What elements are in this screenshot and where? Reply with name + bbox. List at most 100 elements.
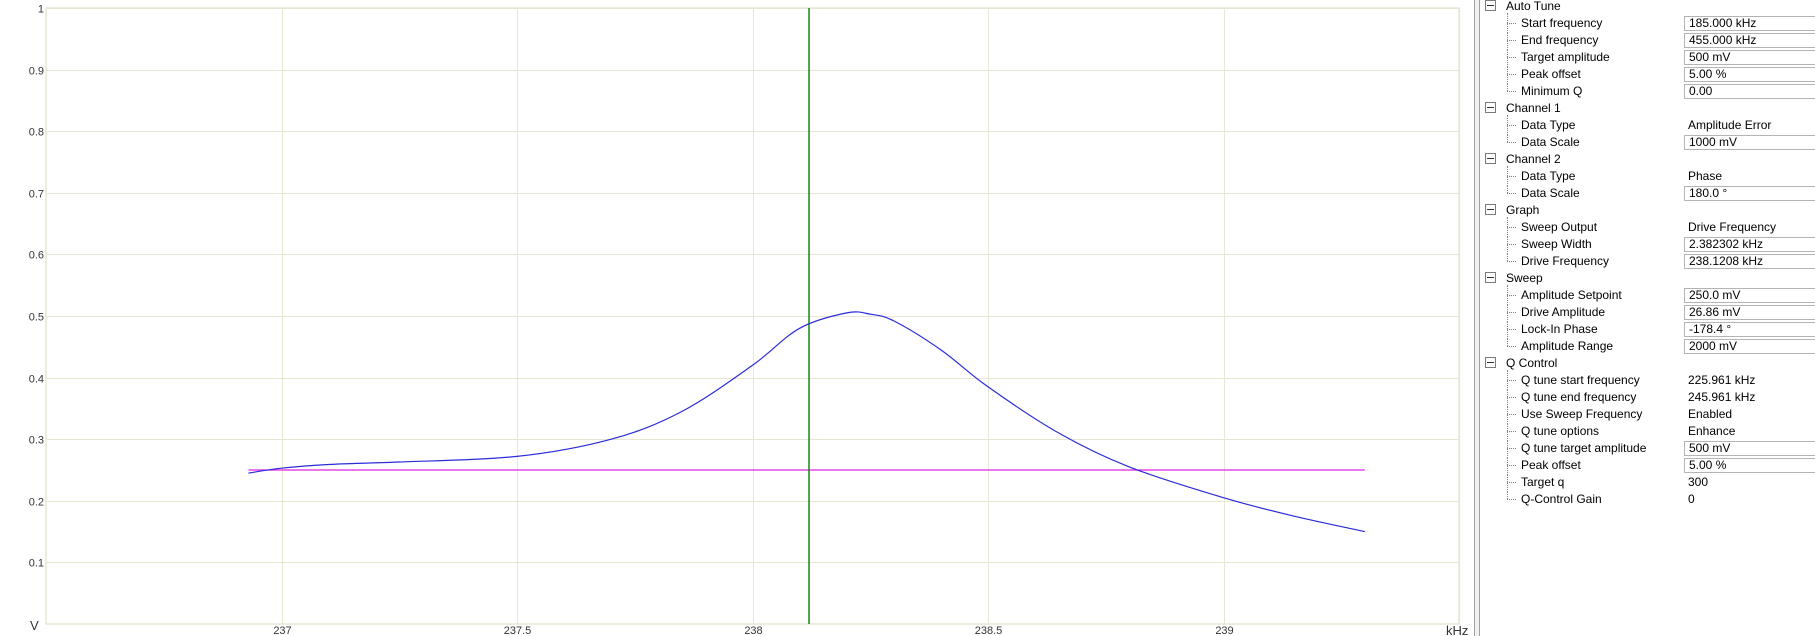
property-value-field[interactable]: 238.1208 kHz: [1684, 254, 1815, 269]
property-grid[interactable]: Auto Tune Start frequency 185.000 kHz End f…: [1481, 0, 1815, 636]
property-row[interactable]: Q-Control Gain 0: [1481, 492, 1815, 509]
property-value[interactable]: Enhance: [1688, 424, 1736, 438]
group-label: Q Control: [1506, 356, 1558, 370]
group-label: Auto Tune: [1506, 0, 1561, 13]
y-tick-label: 0.1: [29, 558, 44, 570]
property-row[interactable]: Minimum Q 0.00: [1481, 84, 1815, 101]
property-row[interactable]: Sweep Output Drive Frequency: [1481, 217, 1815, 237]
property-row[interactable]: Q tune end frequency 245.961 kHz: [1481, 390, 1815, 407]
property-value[interactable]: Drive Frequency: [1688, 220, 1777, 234]
property-row[interactable]: Data Scale 1000 mV: [1481, 135, 1815, 152]
tree-connector: [1507, 431, 1516, 432]
property-row[interactable]: Drive Frequency 238.1208 kHz: [1481, 254, 1815, 271]
property-row[interactable]: Peak offset 5.00 %: [1481, 67, 1815, 84]
collapse-icon[interactable]: [1485, 102, 1496, 113]
collapse-icon[interactable]: [1485, 357, 1496, 368]
collapse-icon[interactable]: [1485, 272, 1496, 283]
property-row[interactable]: Peak offset 5.00 %: [1481, 458, 1815, 475]
x-tick-label: 238.5: [975, 625, 1003, 636]
property-row[interactable]: Data Type Amplitude Error: [1481, 115, 1815, 135]
property-value[interactable]: Amplitude Error: [1688, 118, 1772, 132]
property-value-field[interactable]: 5.00 %: [1684, 67, 1815, 82]
property-label: Q tune start frequency: [1521, 373, 1640, 387]
panel-splitter[interactable]: [1474, 0, 1480, 636]
property-row[interactable]: Q tune start frequency 225.961 kHz: [1481, 370, 1815, 390]
y-tick-label: 0.6: [29, 250, 44, 262]
property-row[interactable]: Amplitude Range 2000 mV: [1481, 339, 1815, 356]
property-row[interactable]: Q tune options Enhance: [1481, 424, 1815, 441]
group-header[interactable]: Auto Tune: [1481, 0, 1815, 16]
x-axis-unit: kHz: [1446, 623, 1468, 636]
amplitude-series-line: [248, 311, 1365, 533]
y-tick-label: 0.5: [29, 312, 44, 324]
property-row[interactable]: Lock-In Phase -178.4 °: [1481, 322, 1815, 339]
property-value-field[interactable]: 2000 mV: [1684, 339, 1815, 354]
property-label: End frequency: [1521, 33, 1599, 47]
group-header[interactable]: Sweep: [1481, 271, 1815, 288]
y-tick-label: 0.2: [29, 497, 44, 509]
collapse-icon[interactable]: [1485, 153, 1496, 164]
tree-connector: [1507, 135, 1508, 142]
property-value-field[interactable]: 250.0 mV: [1684, 288, 1815, 303]
property-value-field[interactable]: 455.000 kHz: [1684, 33, 1815, 48]
property-row[interactable]: Sweep Width 2.382302 kHz: [1481, 237, 1815, 254]
property-row[interactable]: Target amplitude 500 mV: [1481, 50, 1815, 67]
property-row[interactable]: Data Type Phase: [1481, 166, 1815, 186]
tree-connector: [1507, 465, 1516, 466]
property-value-field[interactable]: -178.4 °: [1684, 322, 1815, 337]
sweep-graph[interactable]: 237 237.5 238 238.5 239 0.1 0.2 0.3 0.4 0.5 0.6 0.7…: [0, 0, 1472, 636]
tree-connector: [1507, 91, 1516, 92]
property-row[interactable]: Drive Amplitude 26.86 mV: [1481, 305, 1815, 322]
property-label: Peak offset: [1521, 458, 1581, 472]
collapse-icon[interactable]: [1485, 0, 1496, 11]
tree-connector: [1507, 346, 1516, 347]
group-header[interactable]: Q Control: [1481, 356, 1815, 373]
tree-connector: [1507, 74, 1516, 75]
tree-connector: [1507, 380, 1516, 381]
property-row[interactable]: Data Scale 180.0 °: [1481, 186, 1815, 203]
property-value[interactable]: 245.961 kHz: [1688, 390, 1756, 404]
property-row[interactable]: Target q 300: [1481, 475, 1815, 492]
property-value[interactable]: Enabled: [1688, 407, 1733, 421]
property-value-field[interactable]: 180.0 °: [1684, 186, 1815, 201]
group-label: Sweep: [1506, 271, 1543, 285]
property-value[interactable]: 300: [1688, 475, 1709, 489]
property-row[interactable]: Use Sweep Frequency Enabled: [1481, 407, 1815, 424]
property-value-field[interactable]: 5.00 %: [1684, 458, 1815, 473]
property-value-field[interactable]: 26.86 mV: [1684, 305, 1815, 320]
tree-connector: [1507, 23, 1516, 24]
collapse-icon[interactable]: [1485, 204, 1496, 215]
property-value[interactable]: 225.961 kHz: [1688, 373, 1756, 387]
group-header[interactable]: Channel 2: [1481, 152, 1815, 169]
group-header[interactable]: Graph: [1481, 203, 1815, 220]
tree-connector: [1507, 339, 1508, 346]
property-value[interactable]: 0: [1688, 492, 1695, 506]
property-value-field[interactable]: 2.382302 kHz: [1684, 237, 1815, 252]
tree-connector: [1507, 458, 1508, 475]
property-value-field[interactable]: 1000 mV: [1684, 135, 1815, 150]
property-row[interactable]: Amplitude Setpoint 250.0 mV: [1481, 285, 1815, 305]
property-label: Q tune target amplitude: [1521, 441, 1647, 455]
property-value-field[interactable]: 185.000 kHz: [1684, 16, 1815, 31]
y-tick-label: 0.9: [29, 66, 44, 78]
x-tick-label: 238: [744, 625, 762, 636]
tree-connector: [1507, 193, 1516, 194]
property-label: Lock-In Phase: [1521, 322, 1598, 336]
tree-connector: [1507, 499, 1516, 500]
group-header[interactable]: Channel 1: [1481, 101, 1815, 118]
property-value[interactable]: Phase: [1688, 169, 1723, 183]
property-row[interactable]: End frequency 455.000 kHz: [1481, 33, 1815, 50]
property-row[interactable]: Start frequency 185.000 kHz: [1481, 13, 1815, 33]
tree-connector: [1507, 482, 1516, 483]
property-value-field[interactable]: 0.00: [1684, 84, 1815, 99]
y-tick-label: 0.8: [29, 127, 44, 139]
property-row[interactable]: Q tune target amplitude 500 mV: [1481, 441, 1815, 458]
tree-connector: [1507, 40, 1516, 41]
tree-connector: [1507, 186, 1508, 193]
property-value-field[interactable]: 500 mV: [1684, 50, 1815, 65]
property-value-field[interactable]: 500 mV: [1684, 441, 1815, 456]
tree-connector: [1507, 312, 1516, 313]
tree-connector: [1507, 329, 1516, 330]
tree-connector: [1507, 237, 1508, 254]
property-label: Target amplitude: [1521, 50, 1610, 64]
